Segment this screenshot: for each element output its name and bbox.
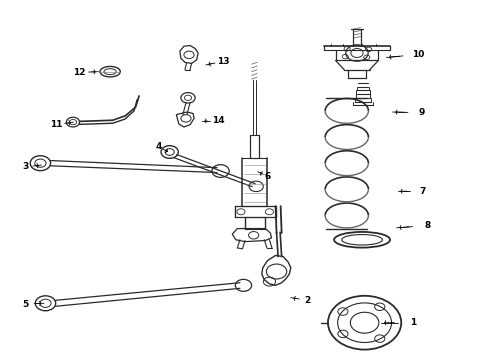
Text: 10: 10 xyxy=(412,50,424,59)
Text: 1: 1 xyxy=(410,318,416,327)
Text: 8: 8 xyxy=(424,221,430,230)
Text: 11: 11 xyxy=(50,120,63,129)
Text: 4: 4 xyxy=(155,142,162,151)
Text: 9: 9 xyxy=(419,108,425,117)
Text: 2: 2 xyxy=(304,296,310,305)
Text: 3: 3 xyxy=(22,162,28,171)
Text: 6: 6 xyxy=(265,172,271,181)
Text: 12: 12 xyxy=(74,68,86,77)
Text: 7: 7 xyxy=(419,187,425,196)
Text: 14: 14 xyxy=(212,117,225,126)
Text: 13: 13 xyxy=(218,57,230,66)
Text: 5: 5 xyxy=(22,300,28,309)
